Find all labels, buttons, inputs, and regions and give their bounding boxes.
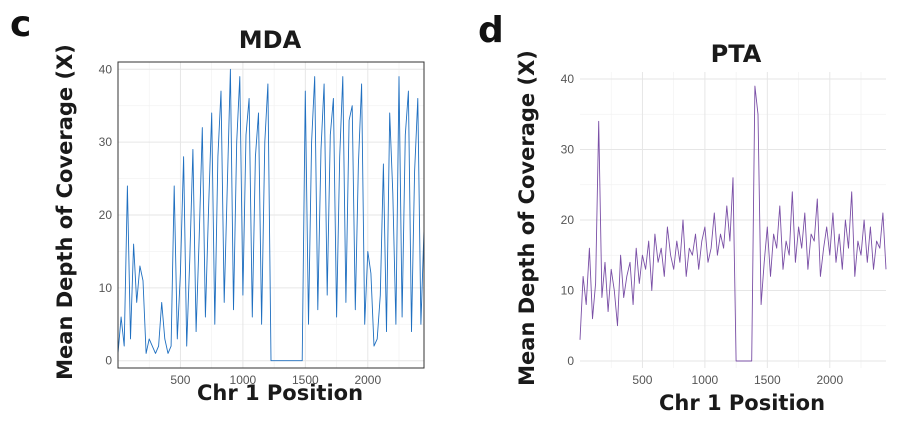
panel-letter-d: d [478, 10, 504, 51]
y-tick-label: 20 [99, 208, 113, 222]
x-tick-label: 500 [170, 373, 190, 387]
y-tick-label: 20 [561, 213, 575, 227]
series-line-pta [579, 85, 887, 362]
y-tick-label: 30 [561, 143, 575, 157]
x-tick-label: 1000 [230, 373, 257, 387]
plot-area-pta [579, 72, 887, 368]
tick-labels-mda: 500 1000 1500 2000 0 10 20 30 40 [99, 62, 382, 387]
y-axis-title-pta: Mean Depth of Coverage (X) [515, 50, 539, 386]
y-tick-label: 0 [105, 354, 112, 368]
y-tick-label: 40 [561, 72, 575, 86]
x-tick-label: 2000 [816, 373, 843, 387]
grid-pta [580, 72, 886, 368]
y-tick-label: 0 [567, 354, 574, 368]
x-tick-label: 500 [632, 373, 652, 387]
x-tick-label: 2000 [354, 373, 381, 387]
y-tick-label: 10 [561, 283, 575, 297]
tick-labels-pta: 500 1000 1500 2000 0 10 20 30 40 [561, 72, 844, 387]
chart-title-mda: MDA [239, 26, 302, 54]
y-tick-label: 40 [99, 62, 113, 76]
series-line-mda [117, 68, 425, 362]
chart-title-pta: PTA [711, 40, 762, 68]
x-axis-title-mda: Chr 1 Position [197, 381, 363, 405]
plot-frame-mda [117, 61, 425, 369]
x-tick-label: 1500 [292, 373, 319, 387]
y-axis-title-mda: Mean Depth of Coverage (X) [53, 44, 77, 380]
y-tick-label: 10 [99, 281, 113, 295]
y-tick-label: 30 [99, 135, 113, 149]
panel-letter-c: c [10, 4, 31, 45]
panel-c: c MDA 500 1000 1500 2000 0 10 20 30 40 Chr 1 Pos… [10, 4, 425, 405]
plot-area-mda [117, 61, 425, 369]
panel-d: d PTA 500 1000 1500 2000 0 10 20 30 40 Chr 1 Pos… [478, 10, 887, 415]
x-axis-title-pta: Chr 1 Position [659, 391, 825, 415]
x-tick-label: 1500 [754, 373, 781, 387]
x-tick-label: 1000 [692, 373, 719, 387]
